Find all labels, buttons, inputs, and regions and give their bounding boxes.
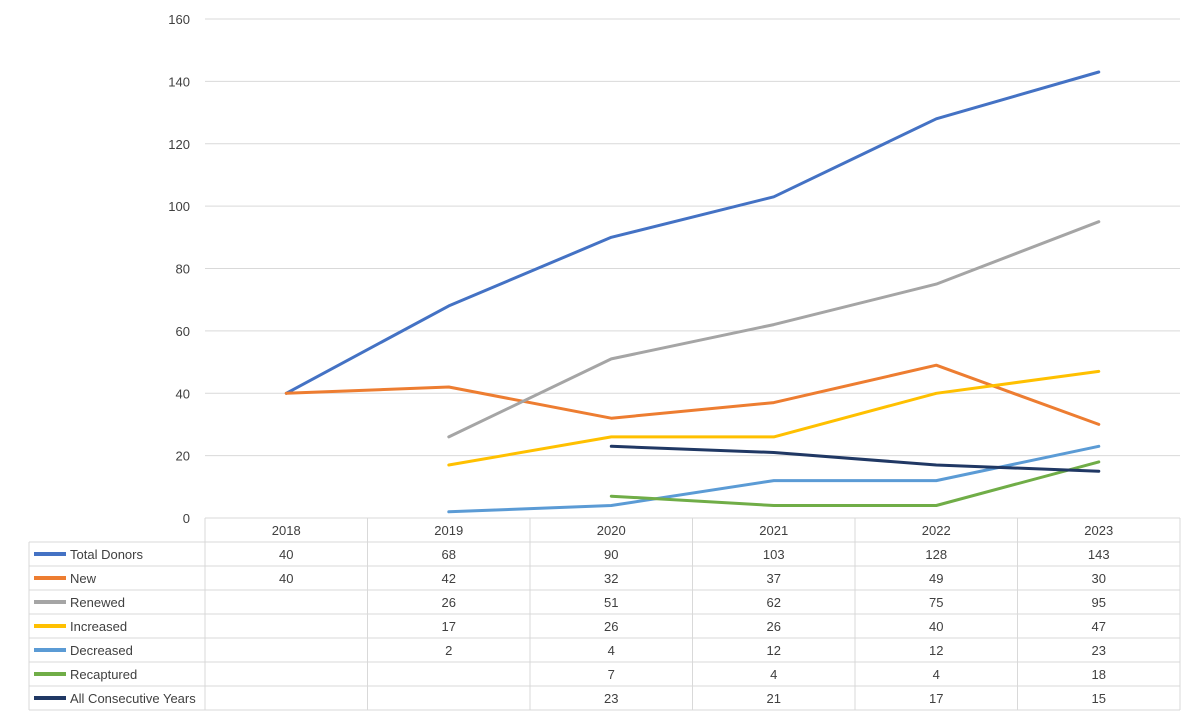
y-tick-label: 20 xyxy=(176,449,190,464)
series-line-renewed xyxy=(447,220,1101,439)
data-table-value: 26 xyxy=(442,595,456,610)
series-line-decreased xyxy=(447,444,1101,514)
data-table-value: 18 xyxy=(1092,667,1106,682)
y-tick-label: 140 xyxy=(168,74,190,89)
data-table-value: 17 xyxy=(929,691,943,706)
legend-label: Renewed xyxy=(70,595,125,610)
y-axis-tick-labels: 0 20 40 60 80 100 120 140 160 xyxy=(168,12,190,526)
data-table-value: 40 xyxy=(929,619,943,634)
data-table-value: 7 xyxy=(608,667,615,682)
data-table-value: 26 xyxy=(767,619,781,634)
series-line-recaptured xyxy=(609,460,1101,507)
data-table-value: 75 xyxy=(929,595,943,610)
legend-label: Decreased xyxy=(70,643,133,658)
x-category-label: 2018 xyxy=(272,523,301,538)
data-table-value: 4 xyxy=(770,667,777,682)
y-tick-label: 100 xyxy=(168,199,190,214)
data-table-value: 128 xyxy=(925,547,947,562)
x-category-label: 2022 xyxy=(922,523,951,538)
data-table-value: 40 xyxy=(279,547,293,562)
data-table-value: 37 xyxy=(767,571,781,586)
data-table-value: 12 xyxy=(767,643,781,658)
data-table-value: 15 xyxy=(1092,691,1106,706)
series-line-increased xyxy=(447,369,1101,467)
data-table-value: 12 xyxy=(929,643,943,658)
data-table-value: 26 xyxy=(604,619,618,634)
data-table-value: 90 xyxy=(604,547,618,562)
data-table-value: 47 xyxy=(1092,619,1106,634)
data-table-value: 32 xyxy=(604,571,618,586)
legend-label: All Consecutive Years xyxy=(70,691,196,706)
legend-label: Increased xyxy=(70,619,127,634)
x-category-label: 2021 xyxy=(759,523,788,538)
data-table-value: 30 xyxy=(1092,571,1106,586)
x-category-label: 2019 xyxy=(434,523,463,538)
series-line-total-donors xyxy=(284,70,1101,395)
data-table-value: 23 xyxy=(1092,643,1106,658)
data-table-value: 49 xyxy=(929,571,943,586)
data-table-value: 23 xyxy=(604,691,618,706)
data-table-value: 95 xyxy=(1092,595,1106,610)
gridlines xyxy=(205,18,1180,457)
data-table: 2018 2019 2020 2021 2022 2023 Total Donors 40 68… xyxy=(28,517,1181,711)
y-tick-label: 80 xyxy=(176,262,190,277)
data-table-value: 68 xyxy=(442,547,456,562)
x-category-label: 2020 xyxy=(597,523,626,538)
data-table-value: 51 xyxy=(604,595,618,610)
y-tick-label: 60 xyxy=(176,324,190,339)
data-table-value: 2 xyxy=(445,643,452,658)
data-table-value: 4 xyxy=(608,643,615,658)
legend-label: New xyxy=(70,571,97,586)
data-table-value: 143 xyxy=(1088,547,1110,562)
x-category-label: 2023 xyxy=(1084,523,1113,538)
legend-label: Recaptured xyxy=(70,667,137,682)
data-table-value: 62 xyxy=(767,595,781,610)
data-table-value: 40 xyxy=(279,571,293,586)
series-lines xyxy=(284,70,1101,514)
legend-label: Total Donors xyxy=(70,547,143,562)
y-tick-label: 160 xyxy=(168,12,190,27)
data-table-value: 4 xyxy=(933,667,940,682)
y-tick-label: 120 xyxy=(168,137,190,152)
data-table-value: 103 xyxy=(763,547,785,562)
y-tick-label: 0 xyxy=(183,511,190,526)
data-table-value: 42 xyxy=(442,571,456,586)
y-tick-label: 40 xyxy=(176,386,190,401)
series-line-all-consecutive-years xyxy=(609,444,1101,473)
series-line-new xyxy=(284,363,1101,426)
data-table-value: 17 xyxy=(442,619,456,634)
data-table-value: 21 xyxy=(767,691,781,706)
